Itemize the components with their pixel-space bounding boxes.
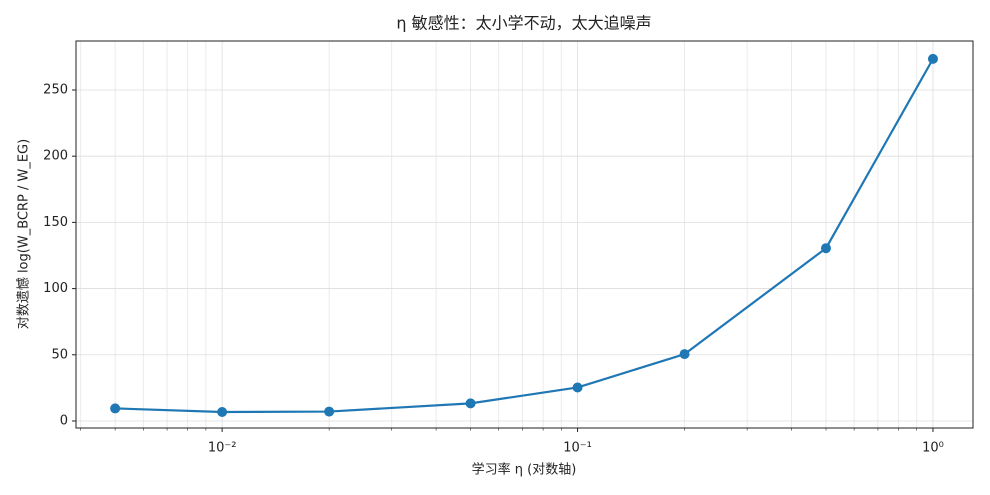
data-point [324, 406, 335, 417]
data-point [110, 403, 121, 414]
y-tick-label: 200 [43, 149, 68, 164]
x-tick-label: 10⁻² [208, 441, 237, 456]
data-point [679, 349, 690, 360]
plot-frame [75, 40, 974, 429]
data-point [572, 382, 583, 393]
x-axis-label: 学习率 η (对数轴) [472, 462, 577, 478]
data-point [465, 398, 476, 409]
y-tick-label: 50 [51, 347, 68, 362]
series-line [115, 58, 934, 414]
data-point [927, 53, 938, 64]
y-axis-label: 对数遗憾 log(W_BCRP / W_EG) [17, 139, 32, 329]
data-point [820, 243, 831, 254]
chart-title: η 敏感性：太小学不动，太大追噪声 [396, 14, 651, 33]
y-tick-label: 150 [43, 215, 68, 230]
y-tick-label: 250 [43, 82, 68, 97]
x-tick-label: 10⁰ [922, 441, 944, 456]
y-tick-label: 0 [60, 413, 68, 428]
x-tick-label: 10⁻¹ [563, 441, 592, 456]
y-tick-label: 100 [43, 281, 68, 296]
data-point [217, 406, 228, 417]
